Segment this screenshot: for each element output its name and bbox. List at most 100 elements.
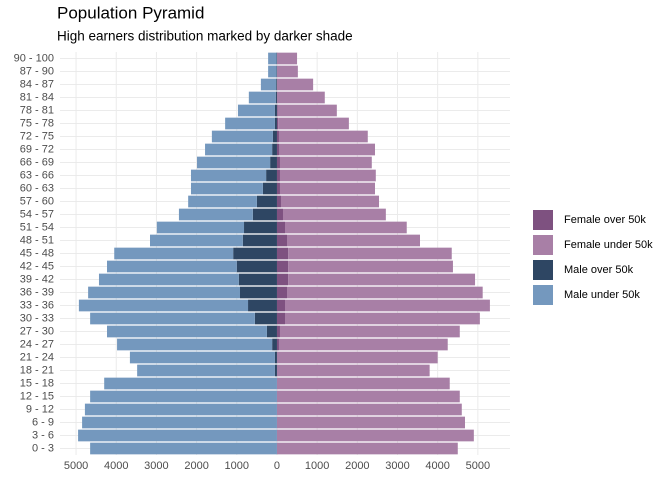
bar [280,183,375,195]
y-tick-label: 33 - 36 [20,299,54,311]
bar [240,287,277,299]
bar [275,105,277,117]
bar [268,53,276,65]
bar [275,352,277,364]
bar [255,313,277,325]
bar [150,235,243,247]
y-tick-label: 51 - 54 [20,221,54,233]
y-tick-label: 90 - 100 [14,52,54,64]
y-tick-label: 3 - 6 [32,429,54,441]
y-tick-label: 81 - 84 [20,91,54,103]
bar [191,170,266,182]
bar [237,261,277,273]
y-tick-label: 9 - 12 [26,403,54,415]
bar [107,326,267,338]
bar [257,196,277,208]
bar [277,417,465,429]
bar [277,248,288,260]
bar [82,417,277,429]
legend-swatch [533,260,553,280]
bar [277,118,278,130]
bar [277,92,325,104]
bar [280,170,376,182]
bar [280,157,372,169]
legend-label: Male over 50k [564,264,634,276]
y-tick-label: 18 - 21 [20,364,54,376]
bar [275,118,277,130]
bar [277,53,297,65]
y-tick-label: 57 - 60 [20,195,54,207]
bar [276,79,277,91]
x-tick-label: 2000 [345,460,369,472]
y-tick-label: 69 - 72 [20,143,54,155]
y-tick-label: 36 - 39 [20,286,54,298]
bar [279,144,375,156]
bar [191,183,263,195]
bar [268,66,276,78]
bar [277,131,279,143]
y-tick-label: 87 - 90 [20,65,54,77]
y-tick-label: 48 - 51 [20,234,54,246]
y-tick-label: 27 - 30 [20,325,54,337]
y-tick-label: 75 - 78 [20,117,54,129]
x-tick-label: 4000 [425,460,449,472]
y-tick-label: 30 - 33 [20,312,54,324]
y-tick-label: 12 - 15 [20,390,54,402]
legend-swatch [533,285,553,305]
legend-label: Male under 50k [564,289,640,301]
bar [283,209,386,221]
bar [287,235,420,247]
bar [239,274,277,286]
bar [277,183,280,195]
bar [277,274,288,286]
bar [267,326,277,338]
bar [263,183,277,195]
x-tick-label: 2000 [184,460,208,472]
bar [277,339,279,351]
bar [277,235,287,247]
y-tick-label: 72 - 75 [20,130,54,142]
bar [205,144,272,156]
bar [114,248,233,260]
bar [266,170,277,182]
bar [212,131,273,143]
bar [278,105,337,117]
bar [288,248,452,260]
bar [277,391,460,403]
bar [277,326,280,338]
bar [249,92,276,104]
x-tick-label: 3000 [144,460,168,472]
bar [277,352,438,364]
bar [278,118,349,130]
bar [104,378,277,390]
x-tick-label: 5000 [466,460,490,472]
bar [277,300,285,312]
bar [244,222,277,234]
bar [277,261,288,273]
y-tick-label: 78 - 81 [20,104,54,116]
bar [179,209,253,221]
bar [248,300,277,312]
bar [280,326,460,338]
bar [85,404,277,416]
y-tick-label: 66 - 69 [20,156,54,168]
y-tick-label: 45 - 48 [20,247,54,259]
bar [107,261,237,273]
x-tick-label: 4000 [104,460,128,472]
y-tick-label: 24 - 27 [20,338,54,350]
bar [188,196,257,208]
legend-swatch [533,235,553,255]
bar [277,378,450,390]
bar [277,157,280,169]
bar [277,443,458,455]
bar [277,365,430,377]
bar [281,196,379,208]
chart-subtitle: High earners distribution marked by dark… [57,29,353,44]
bar [270,157,277,169]
bar [225,118,275,130]
bar [197,157,270,169]
bar [272,339,277,351]
bar [277,430,474,442]
bar [157,222,244,234]
